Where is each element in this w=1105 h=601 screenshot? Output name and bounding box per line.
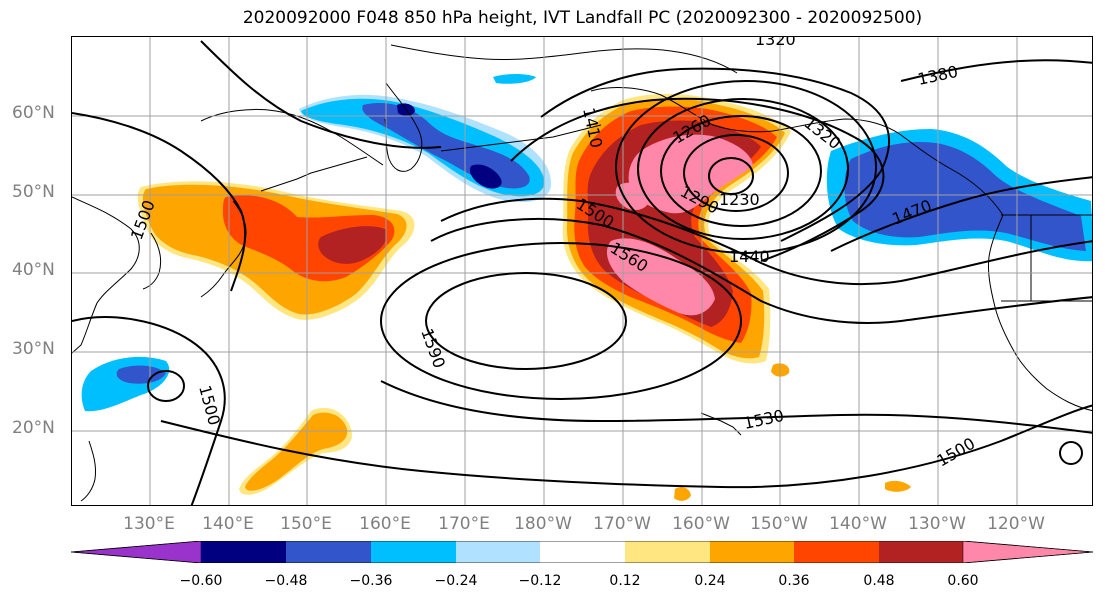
colorbar-tick-label: 0.24: [694, 573, 726, 589]
coast-aleutians: [440, 124, 602, 152]
lon-label-140e: 140°E: [202, 514, 254, 534]
coast-asia-mainland: [72, 196, 140, 354]
shade-pink-east-2: [606, 238, 715, 316]
contour-label: 1440: [729, 247, 770, 266]
colorbar-tick-label: 0.60: [947, 573, 979, 589]
shade-orange-small-2: [885, 480, 911, 492]
contour-low-ring-4: [637, 98, 849, 240]
lat-label-60n: 60°N: [12, 103, 55, 123]
lon-label-130w: 130°W: [908, 514, 966, 534]
contour-low-ring-5: [615, 80, 877, 254]
colorbar-bin: [286, 541, 371, 563]
lon-label-150e: 150°E: [280, 514, 332, 534]
coastlines: [72, 44, 1092, 502]
contour-1470: [830, 176, 1092, 252]
coast-hawaii: [700, 412, 742, 436]
coast-kuril: [260, 156, 368, 192]
shade-pink-east-3: [615, 182, 650, 211]
contour-1410: [540, 67, 891, 242]
shade-orange-small-1: [674, 487, 691, 501]
lon-label-160e: 160°E: [359, 514, 411, 534]
shade-dark-red-west: [318, 226, 387, 264]
contour-small-low-west: [147, 370, 185, 402]
contour-north-west: [200, 40, 442, 149]
colorbar-tick-label: −0.60: [179, 573, 223, 589]
coast-siberia: [390, 44, 738, 74]
coast-alaska: [590, 87, 1004, 216]
map-panel: 1320 1380 1410 1260 1320 1230 1290 1500 …: [71, 36, 1093, 506]
contour-1590-high: [425, 272, 627, 370]
lon-label-160w: 160°W: [672, 514, 730, 534]
contour-1530-south: [380, 380, 1092, 434]
contour-1500-south: [160, 404, 1092, 489]
shade-mid-blue-east: [844, 141, 1086, 251]
contour-1530-east: [430, 217, 1092, 324]
map-title: 2020092000 F048 850 hPa height, IVT Land…: [242, 8, 923, 28]
lat-label-40n: 40°N: [12, 260, 55, 280]
colorbar-bin: [371, 541, 456, 563]
contour-label: 1530: [742, 406, 786, 433]
lat-label-30n: 30°N: [12, 339, 55, 359]
colorbar-tick-label: 0.48: [863, 573, 895, 589]
lon-label-140w: 140°W: [829, 514, 887, 534]
contour-1440: [510, 97, 885, 262]
colorbar-tick-label: 0.12: [609, 573, 641, 589]
colorbar-tick-label: −0.12: [518, 573, 562, 589]
contour-1560-high: [380, 242, 742, 400]
colorbar-bin: [625, 541, 710, 563]
colorbar-bin: [879, 541, 963, 563]
contour-1380: [900, 59, 1092, 82]
colorbar-tick-label: −0.36: [349, 573, 393, 589]
contour-low-center: [708, 157, 754, 195]
colorbar-tick-label: −0.48: [264, 573, 308, 589]
colorbar-extend-high: [962, 541, 1094, 563]
lon-label-150w: 150°W: [750, 514, 808, 534]
contour-label: 1500: [195, 383, 224, 427]
colorbar-extend-low: [71, 541, 202, 563]
contour-label: 1230: [719, 190, 760, 209]
contour-small-east: [1059, 441, 1083, 465]
contour-label: 1320: [801, 113, 845, 153]
contour-west-trough: [72, 112, 247, 292]
contour-label: 1590: [417, 326, 449, 371]
contour-label: 1320: [755, 37, 796, 49]
gridlines: [72, 37, 1092, 505]
contour-label: 1500: [934, 434, 979, 471]
height-contours: [72, 40, 1092, 505]
map-canvas: 1320 1380 1410 1260 1320 1230 1290 1500 …: [72, 37, 1092, 505]
lat-label-50n: 50°N: [12, 182, 55, 202]
colorbar-bin: [710, 541, 794, 563]
colorbar-tick-label: −0.24: [434, 573, 478, 589]
contour-low-ring-3: [660, 115, 822, 227]
colorbar-bin: [456, 541, 540, 563]
shade-sky-blue-southwest: [81, 356, 170, 412]
shade-skyblue-aleutian: [493, 74, 536, 84]
shade-mid-blue-southwest: [116, 365, 166, 384]
coast-north-america-west: [988, 214, 1092, 412]
lon-label-170w: 170°W: [593, 514, 651, 534]
lon-label-170e: 170°E: [438, 514, 490, 534]
shade-pink-east: [628, 134, 753, 214]
coast-philippines: [80, 440, 96, 502]
colorbar-bin: [794, 541, 879, 563]
colorbar-bin: [540, 541, 625, 563]
colorbar: [71, 541, 1094, 563]
contour-1500-east: [440, 197, 1092, 286]
lat-label-20n: 20°N: [12, 418, 55, 438]
colorbar-bin: [201, 541, 286, 563]
contour-label: 1380: [916, 62, 960, 89]
contour-low-ring-2: [683, 134, 789, 212]
lon-label-120w: 120°W: [987, 514, 1045, 534]
shade-navy: [469, 164, 502, 189]
contour-1500-west: [72, 316, 226, 505]
lon-label-130e: 130°E: [123, 514, 175, 534]
colorbar-outline: [71, 541, 1094, 563]
colorbar-tick-label: 0.36: [778, 573, 810, 589]
lon-label-180w: 180°W: [514, 514, 572, 534]
